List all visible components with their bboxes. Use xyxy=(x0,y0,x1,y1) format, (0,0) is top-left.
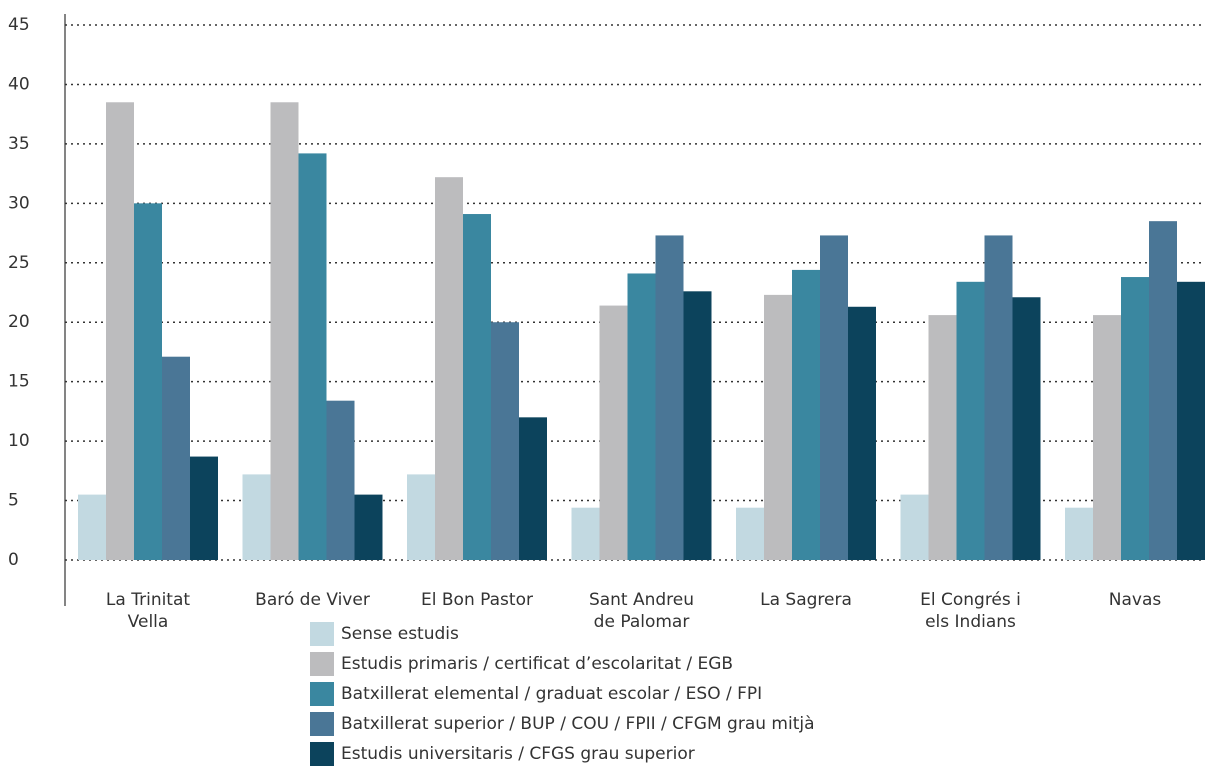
legend-label: Batxillerat elemental / graduat escolar … xyxy=(341,684,762,704)
legend-swatch xyxy=(310,742,334,766)
x-tick-label: El Bon Pastor xyxy=(421,590,533,610)
bar xyxy=(106,102,134,561)
bar xyxy=(820,235,848,560)
bar xyxy=(683,291,712,560)
bar xyxy=(1121,277,1149,560)
bar xyxy=(928,315,957,560)
bar xyxy=(463,214,491,561)
legend-swatch xyxy=(310,682,334,706)
legend-label: Estudis primaris / certificat d’escolari… xyxy=(341,654,733,674)
bar xyxy=(984,235,1013,560)
bar xyxy=(491,322,519,560)
bar xyxy=(78,494,106,560)
y-tick-label: 25 xyxy=(8,253,30,273)
x-tick-label: Sant Andreu de Palomar xyxy=(588,590,695,632)
bar xyxy=(848,306,876,560)
bar xyxy=(956,281,985,560)
bar xyxy=(435,177,463,560)
y-tick-label: 10 xyxy=(8,431,30,451)
legend-label: Batxillerat superior / BUP / COU / FPII … xyxy=(341,714,815,734)
y-tick-label: 0 xyxy=(8,550,19,570)
bar xyxy=(519,417,547,560)
legend-label: Estudis universitaris / CFGS grau superi… xyxy=(341,744,695,764)
bar xyxy=(599,305,628,560)
bar xyxy=(162,356,190,560)
y-tick-label: 30 xyxy=(8,193,30,213)
x-tick-label: Baró de Viver xyxy=(255,590,370,610)
legend-swatch xyxy=(310,712,334,736)
bar xyxy=(134,203,162,561)
bar xyxy=(571,507,600,560)
y-tick-label: 45 xyxy=(8,15,30,35)
bar xyxy=(655,235,684,560)
legend-swatch xyxy=(310,622,334,646)
legend-swatch xyxy=(310,652,334,676)
bar xyxy=(270,102,299,561)
y-tick-label: 20 xyxy=(8,312,30,332)
bar xyxy=(736,507,764,560)
bar xyxy=(764,294,792,560)
bar xyxy=(326,400,355,560)
bar xyxy=(242,474,271,560)
bar xyxy=(627,273,656,560)
bar xyxy=(1012,297,1041,560)
x-tick-label: Navas xyxy=(1108,590,1162,610)
bar xyxy=(792,269,820,560)
bar xyxy=(1177,281,1205,560)
y-tick-label: 35 xyxy=(8,134,30,154)
x-tick-label: El Congrés i els Indians xyxy=(920,590,1021,632)
y-tick-label: 40 xyxy=(8,74,30,94)
bar xyxy=(900,494,929,560)
legend-label: Sense estudis xyxy=(341,624,459,644)
x-tick-label: La Sagrera xyxy=(760,590,852,610)
bar xyxy=(407,474,435,560)
y-tick-label: 15 xyxy=(8,372,30,392)
bar xyxy=(298,153,327,560)
bar xyxy=(190,456,218,560)
bar xyxy=(1093,315,1121,560)
bar xyxy=(354,494,383,560)
x-tick-label: La Trinitat Vella xyxy=(105,590,191,632)
y-tick-label: 5 xyxy=(8,491,19,511)
bar xyxy=(1065,507,1093,560)
bar xyxy=(1149,221,1177,560)
